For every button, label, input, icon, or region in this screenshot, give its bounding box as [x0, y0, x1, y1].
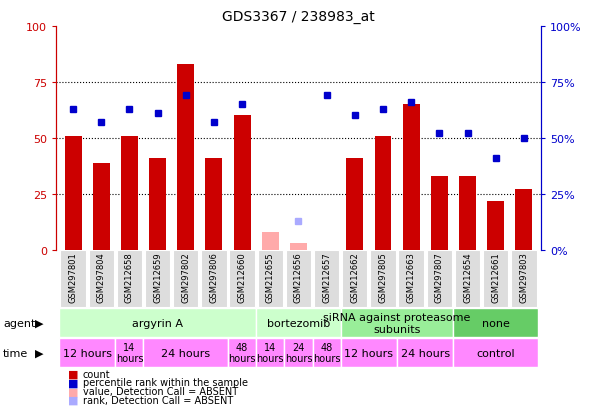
FancyBboxPatch shape: [202, 251, 226, 308]
Text: count: count: [83, 369, 111, 379]
Text: value, Detection Call = ABSENT: value, Detection Call = ABSENT: [83, 386, 238, 396]
FancyBboxPatch shape: [398, 251, 424, 308]
Text: GSM212658: GSM212658: [125, 252, 134, 303]
FancyBboxPatch shape: [313, 338, 341, 367]
FancyBboxPatch shape: [341, 309, 453, 337]
Text: GSM297804: GSM297804: [97, 252, 106, 303]
Text: GSM297807: GSM297807: [435, 252, 444, 303]
FancyBboxPatch shape: [511, 251, 537, 308]
FancyBboxPatch shape: [286, 251, 311, 308]
Text: percentile rank within the sample: percentile rank within the sample: [83, 377, 248, 387]
FancyBboxPatch shape: [144, 338, 228, 367]
Bar: [233, 116, 251, 250]
Text: GSM212662: GSM212662: [350, 252, 359, 303]
Text: 12 hours: 12 hours: [63, 348, 112, 358]
Text: GSM297806: GSM297806: [209, 252, 219, 303]
Text: GSM297802: GSM297802: [181, 252, 190, 303]
Text: ■: ■: [68, 377, 79, 387]
Text: 24 hours: 24 hours: [401, 348, 450, 358]
Text: GSM297803: GSM297803: [519, 252, 528, 303]
FancyBboxPatch shape: [284, 338, 313, 367]
Text: 14
hours: 14 hours: [256, 342, 284, 363]
FancyBboxPatch shape: [371, 251, 395, 308]
Text: GSM212655: GSM212655: [266, 252, 275, 302]
Bar: [515, 190, 532, 250]
Text: 24 hours: 24 hours: [161, 348, 210, 358]
Text: 48
hours: 48 hours: [313, 342, 340, 363]
Bar: [64, 136, 82, 250]
FancyBboxPatch shape: [145, 251, 170, 308]
Bar: [459, 176, 476, 250]
Text: GSM297801: GSM297801: [69, 252, 77, 303]
Text: ▶: ▶: [35, 348, 44, 358]
Text: GSM212656: GSM212656: [294, 252, 303, 303]
FancyBboxPatch shape: [89, 251, 114, 308]
Text: time: time: [3, 348, 28, 358]
FancyBboxPatch shape: [256, 338, 284, 367]
Text: GSM212659: GSM212659: [153, 252, 162, 302]
FancyBboxPatch shape: [59, 338, 115, 367]
FancyBboxPatch shape: [229, 251, 255, 308]
Text: 14
hours: 14 hours: [116, 342, 143, 363]
FancyBboxPatch shape: [59, 309, 256, 337]
FancyBboxPatch shape: [60, 251, 86, 308]
Text: GSM212660: GSM212660: [238, 252, 246, 303]
Text: ▶: ▶: [35, 318, 44, 328]
Text: 48
hours: 48 hours: [228, 342, 256, 363]
FancyBboxPatch shape: [341, 338, 397, 367]
FancyBboxPatch shape: [453, 338, 538, 367]
Text: ■: ■: [68, 395, 79, 405]
Text: agent: agent: [3, 318, 35, 328]
FancyBboxPatch shape: [256, 309, 341, 337]
Text: siRNA against proteasome
subunits: siRNA against proteasome subunits: [323, 312, 471, 334]
FancyBboxPatch shape: [314, 251, 339, 308]
FancyBboxPatch shape: [258, 251, 283, 308]
Text: rank, Detection Call = ABSENT: rank, Detection Call = ABSENT: [83, 395, 233, 405]
FancyBboxPatch shape: [455, 251, 480, 308]
Bar: [487, 201, 504, 250]
FancyBboxPatch shape: [483, 251, 508, 308]
Bar: [206, 159, 222, 250]
FancyBboxPatch shape: [115, 338, 144, 367]
Bar: [93, 163, 110, 250]
Text: ■: ■: [68, 386, 79, 396]
Bar: [346, 159, 363, 250]
Text: GSM212657: GSM212657: [322, 252, 331, 303]
Text: GSM212661: GSM212661: [491, 252, 500, 303]
Bar: [290, 244, 307, 250]
Bar: [431, 176, 448, 250]
FancyBboxPatch shape: [427, 251, 452, 308]
Text: GSM297805: GSM297805: [378, 252, 388, 303]
FancyBboxPatch shape: [173, 251, 199, 308]
FancyBboxPatch shape: [228, 338, 256, 367]
Bar: [375, 136, 391, 250]
Title: GDS3367 / 238983_at: GDS3367 / 238983_at: [222, 10, 375, 24]
Text: ■: ■: [68, 369, 79, 379]
Bar: [121, 136, 138, 250]
Bar: [177, 65, 194, 250]
Text: control: control: [476, 348, 515, 358]
FancyBboxPatch shape: [397, 338, 453, 367]
Bar: [149, 159, 166, 250]
FancyBboxPatch shape: [116, 251, 142, 308]
Text: GSM212654: GSM212654: [463, 252, 472, 302]
Text: bortezomib: bortezomib: [267, 318, 330, 328]
FancyBboxPatch shape: [342, 251, 368, 308]
Text: GSM212663: GSM212663: [407, 252, 415, 303]
Bar: [262, 233, 279, 250]
Text: argyrin A: argyrin A: [132, 318, 183, 328]
FancyBboxPatch shape: [453, 309, 538, 337]
Bar: [402, 105, 420, 250]
Text: 24
hours: 24 hours: [285, 342, 312, 363]
Text: 12 hours: 12 hours: [345, 348, 394, 358]
Text: none: none: [482, 318, 509, 328]
